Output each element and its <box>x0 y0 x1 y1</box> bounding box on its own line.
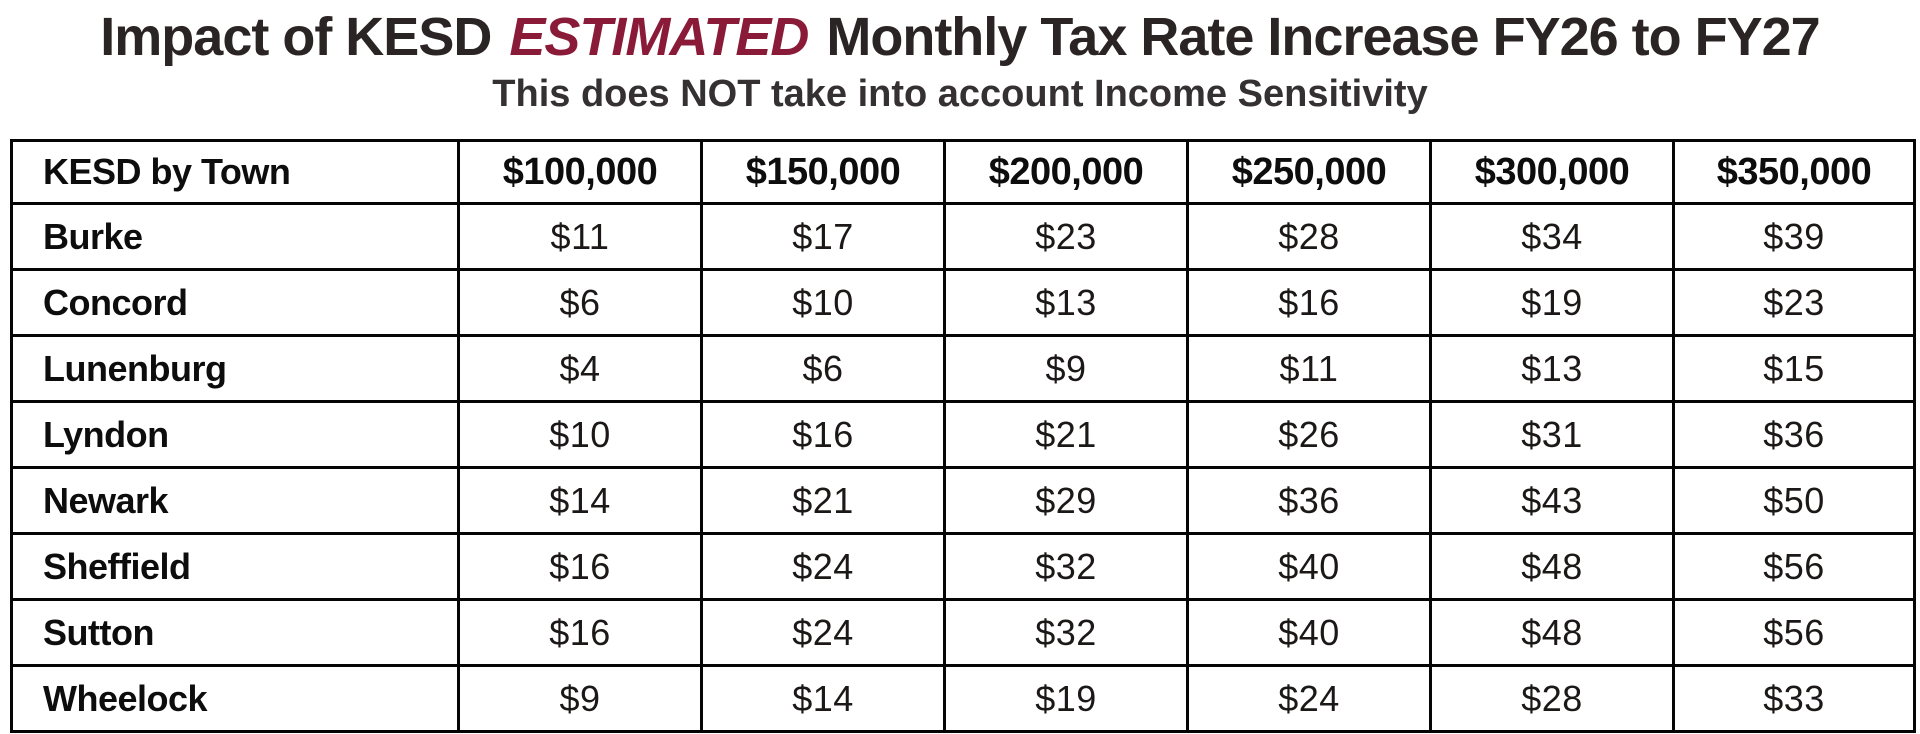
town-cell: Newark <box>10 466 460 535</box>
value-cell: $14 <box>700 664 946 733</box>
value-cell: $19 <box>943 664 1189 733</box>
value-cell: $29 <box>943 466 1189 535</box>
value-cell: $23 <box>943 202 1189 271</box>
value-cell: $32 <box>943 532 1189 601</box>
value-cell: $33 <box>1672 664 1916 733</box>
value-cell: $9 <box>457 664 703 733</box>
value-cell: $16 <box>1186 268 1432 337</box>
value-cell: $36 <box>1186 466 1432 535</box>
header-cell-town: KESD by Town <box>10 139 460 205</box>
value-cell: $23 <box>1672 268 1916 337</box>
value-cell: $13 <box>943 268 1189 337</box>
value-cell: $50 <box>1672 466 1916 535</box>
town-cell: Wheelock <box>10 664 460 733</box>
town-cell: Lunenburg <box>10 334 460 403</box>
value-cell: $28 <box>1429 664 1675 733</box>
value-cell: $48 <box>1429 598 1675 667</box>
value-cell: $6 <box>700 334 946 403</box>
table-row: Lyndon $10 $16 $21 $26 $31 $36 <box>10 400 1916 469</box>
value-cell: $39 <box>1672 202 1916 271</box>
table-row: Sutton $16 $24 $32 $40 $48 $56 <box>10 598 1916 667</box>
value-cell: $40 <box>1186 532 1432 601</box>
value-cell: $32 <box>943 598 1189 667</box>
value-cell: $48 <box>1429 532 1675 601</box>
tax-impact-table: KESD by Town $100,000 $150,000 $200,000 … <box>10 139 1916 733</box>
value-cell: $19 <box>1429 268 1675 337</box>
value-cell: $14 <box>457 466 703 535</box>
town-cell: Burke <box>10 202 460 271</box>
value-cell: $40 <box>1186 598 1432 667</box>
value-cell: $4 <box>457 334 703 403</box>
value-cell: $21 <box>700 466 946 535</box>
value-cell: $36 <box>1672 400 1916 469</box>
page-title: Impact of KESD ESTIMATED Monthly Tax Rat… <box>0 4 1920 70</box>
value-cell: $10 <box>457 400 703 469</box>
value-cell: $6 <box>457 268 703 337</box>
table-row: Burke $11 $17 $23 $28 $34 $39 <box>10 202 1916 271</box>
value-cell: $15 <box>1672 334 1916 403</box>
value-cell: $28 <box>1186 202 1432 271</box>
header-cell-250k: $250,000 <box>1186 139 1432 205</box>
table-row: Concord $6 $10 $13 $16 $19 $23 <box>10 268 1916 337</box>
title-suffix: Monthly Tax Rate Increase FY26 to FY27 <box>826 7 1820 67</box>
value-cell: $10 <box>700 268 946 337</box>
town-cell: Concord <box>10 268 460 337</box>
header-cell-100k: $100,000 <box>457 139 703 205</box>
value-cell: $21 <box>943 400 1189 469</box>
town-cell: Sutton <box>10 598 460 667</box>
value-cell: $26 <box>1186 400 1432 469</box>
table-row: Sheffield $16 $24 $32 $40 $48 $56 <box>10 532 1916 601</box>
value-cell: $11 <box>1186 334 1432 403</box>
table-row: Lunenburg $4 $6 $9 $11 $13 $15 <box>10 334 1916 403</box>
header-cell-200k: $200,000 <box>943 139 1189 205</box>
value-cell: $56 <box>1672 532 1916 601</box>
title-prefix: Impact of KESD <box>100 7 492 67</box>
value-cell: $16 <box>700 400 946 469</box>
table-row: Wheelock $9 $14 $19 $24 $28 $33 <box>10 664 1916 733</box>
value-cell: $31 <box>1429 400 1675 469</box>
value-cell: $34 <box>1429 202 1675 271</box>
value-cell: $17 <box>700 202 946 271</box>
value-cell: $16 <box>457 532 703 601</box>
town-cell: Lyndon <box>10 400 460 469</box>
value-cell: $13 <box>1429 334 1675 403</box>
value-cell: $24 <box>700 532 946 601</box>
value-cell: $43 <box>1429 466 1675 535</box>
header-row: KESD by Town $100,000 $150,000 $200,000 … <box>10 139 1916 205</box>
header-cell-300k: $300,000 <box>1429 139 1675 205</box>
table-row: Newark $14 $21 $29 $36 $43 $50 <box>10 466 1916 535</box>
value-cell: $24 <box>700 598 946 667</box>
value-cell: $56 <box>1672 598 1916 667</box>
header-cell-150k: $150,000 <box>700 139 946 205</box>
value-cell: $11 <box>457 202 703 271</box>
value-cell: $24 <box>1186 664 1432 733</box>
value-cell: $16 <box>457 598 703 667</box>
header-cell-350k: $350,000 <box>1672 139 1916 205</box>
value-cell: $9 <box>943 334 1189 403</box>
title-highlight: ESTIMATED <box>509 7 809 67</box>
town-cell: Sheffield <box>10 532 460 601</box>
page-subtitle: This does NOT take into account Income S… <box>492 73 1428 115</box>
